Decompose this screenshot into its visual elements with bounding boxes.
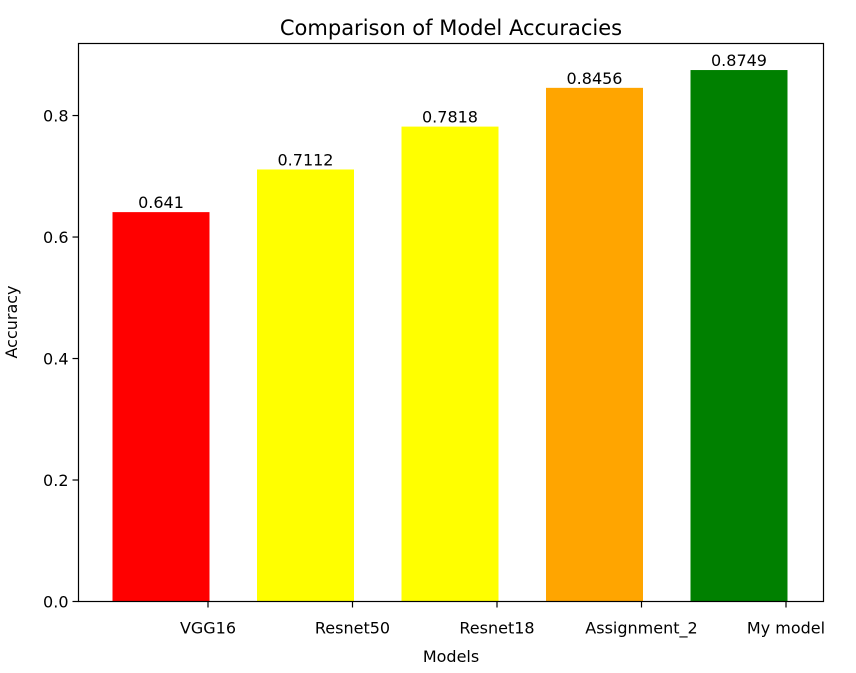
bar-value-label-3: 0.8456 [567, 69, 623, 88]
data-labels-group: 0.641 0.7112 0.7818 0.8456 0.8749 [138, 51, 767, 212]
bar-value-label-4: 0.8749 [711, 51, 767, 70]
chart-title: Comparison of Model Accuracies [280, 16, 622, 40]
y-tick-label-1: 0.2 [43, 471, 68, 490]
x-axis: VGG16 Resnet50 Resnet18 Assignment_2 My mode… [180, 601, 825, 639]
x-tick-label-1: Resnet50 [315, 619, 390, 638]
x-tick-label-4: My model [747, 619, 825, 638]
bar-value-label-2: 0.7818 [422, 108, 478, 127]
y-axis-label: Accuracy [2, 285, 21, 358]
bar-0 [112, 212, 210, 602]
bar-1 [257, 169, 354, 602]
bar-value-label-0: 0.641 [138, 193, 184, 212]
bar-2 [401, 126, 499, 602]
x-tick-label-2: Resnet18 [459, 619, 534, 638]
y-tick-label-2: 0.4 [43, 350, 68, 369]
x-tick-label-3: Assignment_2 [585, 619, 697, 639]
bar-value-label-1: 0.7112 [278, 150, 334, 169]
bars-group [112, 70, 788, 602]
y-tick-label-3: 0.6 [43, 228, 68, 247]
bar-3 [546, 87, 643, 602]
plot-frame [77, 42, 825, 603]
x-axis-label: Models [423, 647, 479, 666]
bar-4 [690, 70, 788, 602]
x-tick-label-0: VGG16 [180, 619, 236, 638]
y-axis: 0.0 0.2 0.4 0.6 0.8 [43, 107, 79, 612]
y-tick-label-4: 0.8 [43, 107, 68, 126]
y-tick-label-0: 0.0 [43, 593, 68, 612]
